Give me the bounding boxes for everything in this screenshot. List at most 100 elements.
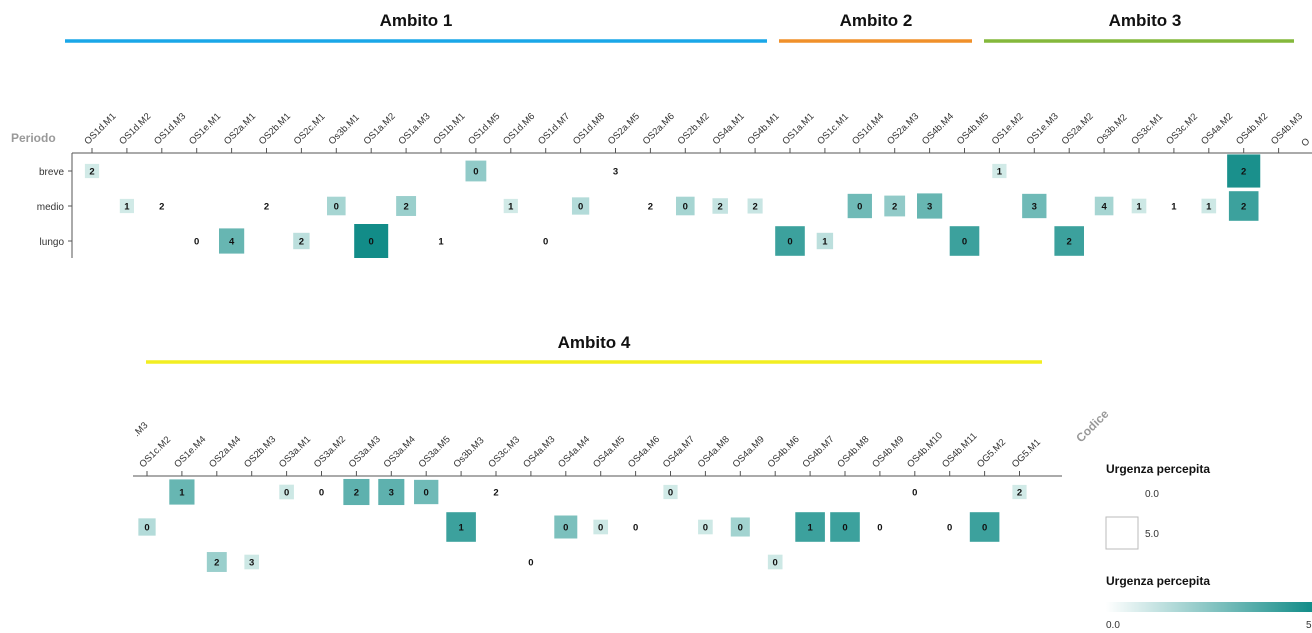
cell-value-label: 2 <box>299 237 304 248</box>
heatmap-cell <box>747 198 763 214</box>
cell-value-label: 2 <box>214 558 219 569</box>
cell-value-label: 0 <box>284 488 289 499</box>
x-tick-label: OS2a.M4 <box>207 434 243 470</box>
x-tick-label: OS2b.M3 <box>242 434 278 470</box>
x-tick-label: OS4a.M1 <box>711 111 747 147</box>
heatmap-cell <box>949 226 980 256</box>
heatmap-cell <box>554 515 578 539</box>
legend-size-min: 0.0 <box>1145 489 1159 500</box>
row-label-medio: medio <box>37 202 65 213</box>
x-tick-label: OS4a.M9 <box>731 434 767 470</box>
cell-value-label: 0 <box>578 202 583 213</box>
heatmap-cell <box>992 163 1007 179</box>
cell-value-label: 0 <box>877 523 882 534</box>
cell-value-label: 1 <box>822 237 828 248</box>
x-tick-label: OS4b.M1 <box>745 111 781 147</box>
bottom-panel: OS1c.M2 OS1e.M4OS2a.M4OS2b.M3OS3a.M1OS3a.… <box>137 430 1043 572</box>
x-tick-label: OS2a.M3 <box>885 111 921 147</box>
x-tick-label: Os3b.M1 <box>327 112 362 147</box>
cell-value-label: 0 <box>773 558 778 569</box>
heatmap-cell <box>969 512 1000 542</box>
x-tick-label: OS3a.M5 <box>417 434 453 470</box>
cell-value-label: 4 <box>229 237 235 248</box>
heatmap-cell <box>847 193 872 219</box>
x-tick-label: OS4a.M3 <box>521 434 557 470</box>
cell-value-label: 0 <box>319 488 324 499</box>
cell-value-label: 1 <box>1136 202 1142 213</box>
heatmap-cell <box>775 226 805 256</box>
cell-value-label: 2 <box>354 488 359 499</box>
heatmap-cell <box>830 512 860 542</box>
cell-value-label: 2 <box>1017 488 1022 499</box>
heatmap-cell <box>730 517 750 537</box>
heatmap-cell <box>327 196 346 216</box>
cell-value-label: 0 <box>947 523 952 534</box>
cell-value-label: 3 <box>1032 202 1037 213</box>
top-panel: OS1d.M1OS1d.M2OS1d.M3OS1e.M1OS2a.M1OS2b.… <box>82 111 1305 258</box>
cell-value-label: 0 <box>194 237 199 248</box>
legend-color-gradient <box>1106 602 1312 612</box>
bottom-cut-tick-label: .M3 <box>131 420 150 439</box>
x-tick-label: OS1c.M2 <box>137 434 173 470</box>
cell-value-label: 1 <box>807 523 813 534</box>
x-tick-label: OS1b.M1 <box>431 111 467 147</box>
ambito-2-title: Ambito 2 <box>840 11 913 30</box>
heatmap-cell <box>465 160 487 182</box>
x-tick-label: OS1d.M7 <box>536 111 572 147</box>
heatmap-cell <box>795 512 825 542</box>
legend: Urgenza percepita 0.0 5.0 Urgenza percep… <box>1105 462 1312 631</box>
y-axis-title: Periodo <box>11 131 56 145</box>
x-tick-label: OS1a.M3 <box>396 111 432 147</box>
x-tick-label: OS1d.M6 <box>501 111 537 147</box>
x-tick-label: OS1e.M4 <box>172 434 208 470</box>
x-tick-label: OS2a.M6 <box>641 111 677 147</box>
cell-value-label: 0 <box>334 202 339 213</box>
heatmap-cell <box>1227 154 1261 188</box>
cell-value-label: 2 <box>403 202 408 213</box>
x-tick-label: OS3a.M3 <box>347 434 383 470</box>
x-tick-label: OS4b.M11 <box>940 431 979 470</box>
cell-value-label: 1 <box>179 488 185 499</box>
x-tick-label: OS3c.M2 <box>1164 111 1200 147</box>
heatmap-cell <box>676 196 695 216</box>
ambito-3-title: Ambito 3 <box>1109 11 1182 30</box>
x-tick-label: Os3b.M3 <box>451 435 486 470</box>
cell-value-label: 0 <box>144 523 149 534</box>
cell-value-label: 0 <box>369 237 374 248</box>
heatmap-cell <box>698 519 713 535</box>
x-tick-label: OG5.M1 <box>1010 437 1043 470</box>
heatmap-cell <box>917 193 943 219</box>
x-tick-label: OS1a.M2 <box>362 111 398 147</box>
x-tick-label: OS2b.M2 <box>676 111 712 147</box>
x-tick-label: OS1d.M1 <box>82 111 118 147</box>
ambito-1-title: Ambito 1 <box>380 11 453 30</box>
heatmap-cell <box>354 224 389 258</box>
cell-value-label: 2 <box>159 202 164 213</box>
heatmap-cell <box>244 554 260 570</box>
cell-value-label: 2 <box>1241 167 1246 178</box>
heatmap-cell <box>138 518 156 536</box>
x-tick-label: OS3a.M2 <box>312 434 348 470</box>
legend-color-title: Urgenza percepita <box>1106 574 1210 588</box>
cell-value-label: 2 <box>264 202 269 213</box>
x-tick-label: OS4a.M6 <box>626 434 662 470</box>
heatmap-cell <box>571 197 590 215</box>
cell-value-label: 0 <box>787 237 792 248</box>
x-tick-label: OS4b.M7 <box>800 434 836 470</box>
x-tick-label: OS4b.M6 <box>766 434 802 470</box>
cell-value-label: 0 <box>857 202 862 213</box>
heatmap-cell <box>816 232 834 250</box>
x-tick-label: OS3a.M1 <box>277 434 313 470</box>
heatmap-cell <box>1131 198 1147 214</box>
heatmap-cell <box>293 232 310 250</box>
x-tick-label: OS1a.M1 <box>780 111 816 147</box>
heatmap-cell <box>1012 484 1027 500</box>
legend-size-title: Urgenza percepita <box>1106 462 1210 476</box>
cell-value-label: 2 <box>1067 237 1072 248</box>
cell-value-label: 0 <box>543 237 548 248</box>
cell-value-label: 1 <box>1206 202 1212 213</box>
heatmap-cell <box>663 484 678 500</box>
cell-value-label: 0 <box>703 523 708 534</box>
heatmap-cell <box>503 198 518 214</box>
